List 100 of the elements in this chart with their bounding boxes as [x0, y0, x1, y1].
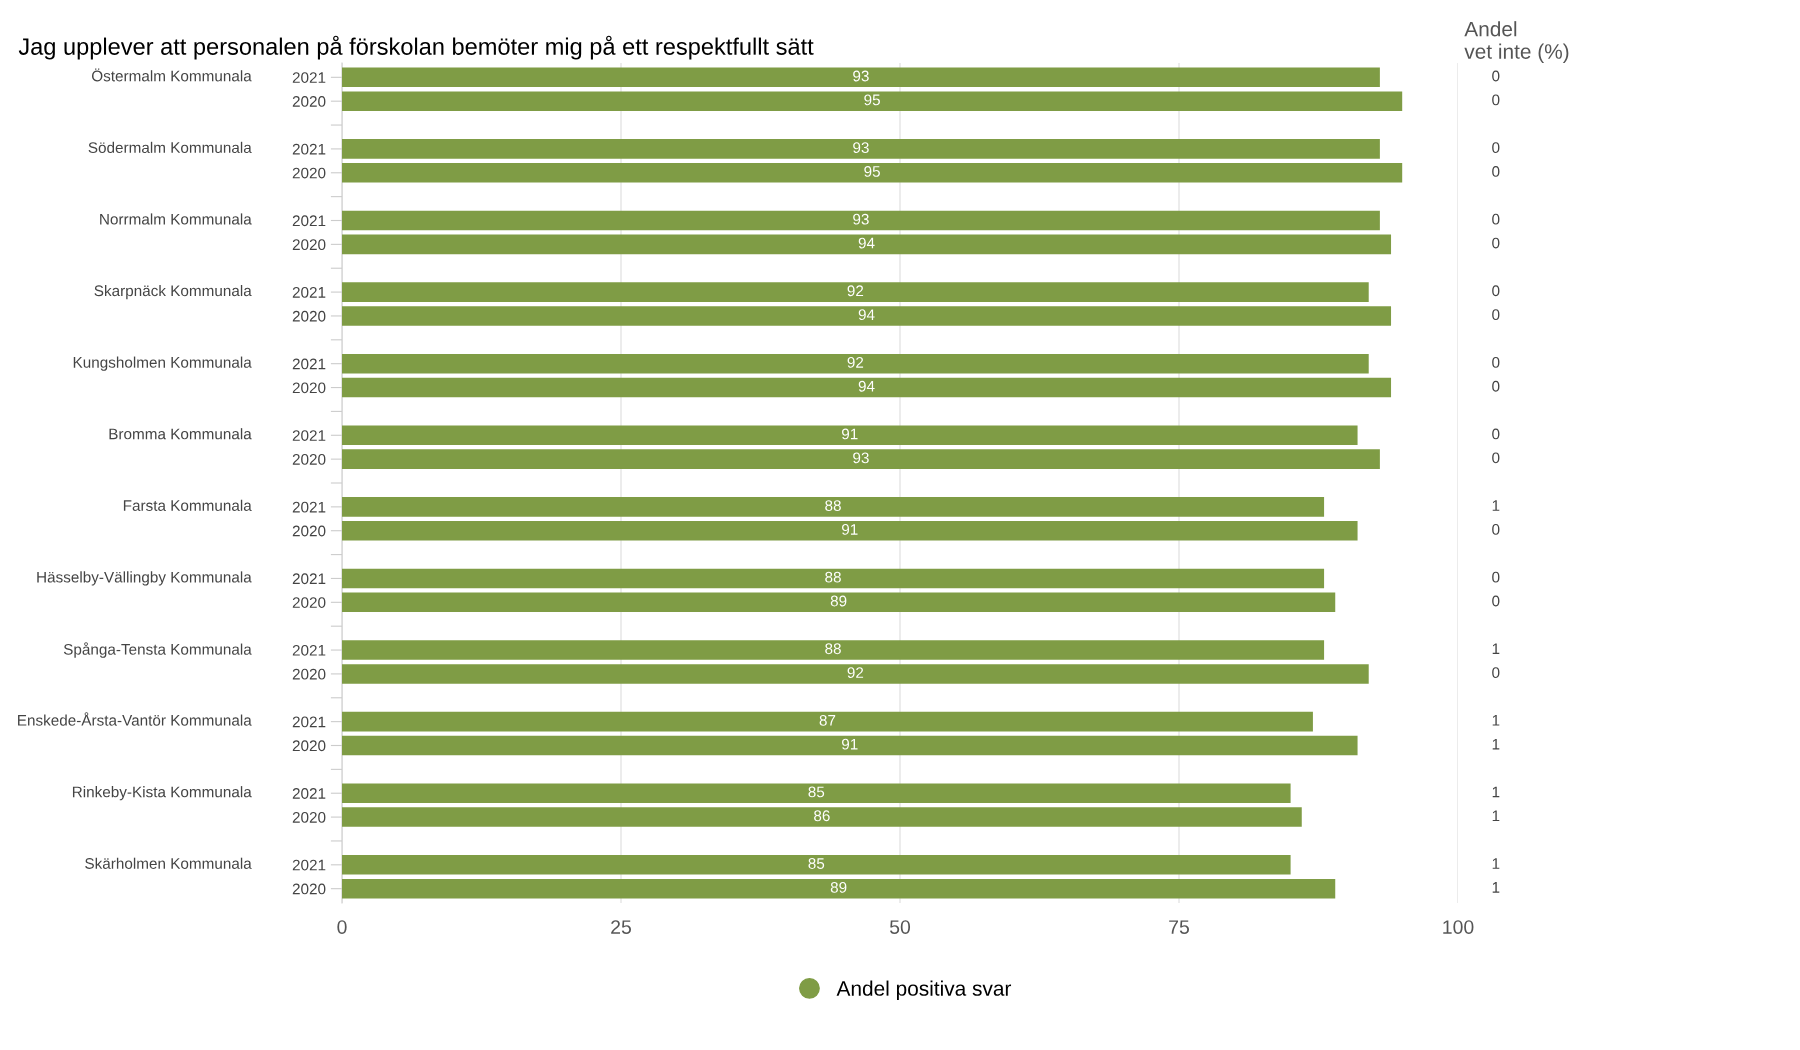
data-label: 92	[847, 285, 864, 297]
data-label: 91	[842, 738, 858, 750]
y-tick-label: 2020	[292, 597, 326, 608]
y-tick-label: 2021	[292, 859, 326, 871]
data-label: 85	[808, 858, 825, 869]
data-label: 89	[830, 881, 847, 893]
text: Södermalm Kommunala	[88, 141, 252, 154]
text: Hässelby-Vällingby Kommunala	[37, 571, 252, 586]
y-tick-label: 2020	[292, 525, 326, 537]
data-label: 0	[1492, 356, 1500, 368]
y-tick-label: 2021	[292, 788, 326, 799]
y-tick-label: 2020	[292, 382, 326, 394]
text: Bromma Kommunala	[109, 428, 252, 440]
y-tick-label: 2020	[292, 239, 326, 251]
bar	[342, 139, 1380, 159]
y-tick-label: 2021	[292, 72, 326, 83]
data-label: 92	[847, 356, 864, 368]
bar	[342, 234, 1392, 255]
bar	[342, 711, 1313, 732]
y-tick-label: 2020	[292, 883, 326, 895]
text: Skarpnäck Kommunala	[94, 284, 252, 300]
data-label: 0	[1492, 237, 1500, 249]
data-label: 0	[1492, 380, 1500, 392]
bar	[342, 449, 1380, 469]
data-label: 87	[819, 714, 836, 726]
bar	[342, 855, 1291, 875]
y-tick-label: 2021	[292, 215, 326, 227]
bar	[342, 377, 1392, 398]
data-label: 1	[1492, 810, 1500, 822]
y-tick-label: 2021	[292, 143, 326, 155]
x-tick-label: 50	[889, 920, 911, 934]
text: Enskede-Årsta-Vantör Kommunala	[18, 712, 252, 726]
data-label: 93	[853, 142, 869, 154]
y-tick-label: 2021	[292, 716, 326, 728]
data-label: 1	[1492, 738, 1500, 750]
y-tick-label: 2020	[292, 454, 326, 465]
x-tick-label: 25	[611, 920, 631, 934]
bar	[342, 735, 1358, 756]
bar	[342, 783, 1291, 804]
bar	[342, 664, 1369, 684]
data-label: 86	[814, 810, 830, 822]
data-label: 1	[1492, 715, 1500, 726]
data-label: 91	[842, 428, 858, 440]
data-label: 91	[842, 524, 858, 535]
data-label: 0	[1492, 667, 1500, 679]
data-label: 92	[847, 667, 864, 679]
legend-label: Andel positiva svar	[836, 980, 1012, 1000]
data-label: 88	[825, 571, 841, 583]
bar	[342, 67, 1380, 88]
y-tick-label: 2020	[292, 811, 326, 823]
bar	[342, 592, 1336, 613]
text: Rinkeby-Kista Kommunala	[72, 786, 252, 801]
data-label: 0	[1492, 94, 1500, 106]
data-label: 1	[1492, 643, 1500, 654]
data-label: 88	[825, 500, 841, 511]
bar	[342, 306, 1392, 326]
data-label: 0	[1492, 452, 1500, 464]
data-label: 88	[825, 643, 841, 655]
data-label: 95	[864, 166, 880, 177]
y-tick-label: 2021	[292, 644, 326, 656]
y-tick-label: 2021	[292, 573, 326, 585]
data-label: 0	[1492, 571, 1500, 583]
x-tick-label: 0	[337, 920, 347, 934]
text: Skärholmen Kommunala	[85, 857, 252, 869]
bar	[342, 520, 1358, 541]
data-label: 93	[853, 213, 869, 225]
bar	[342, 568, 1325, 589]
text: Östermalm Kommunala	[91, 68, 252, 82]
y-tick-label: 2021	[292, 286, 326, 298]
bar	[342, 807, 1302, 827]
data-label: 0	[1492, 142, 1500, 154]
text: Norrmalm Kommunala	[100, 213, 252, 225]
bar	[342, 91, 1403, 111]
text: Kungsholmen Kommunala	[73, 356, 252, 371]
bar	[342, 640, 1325, 660]
bar	[342, 425, 1358, 446]
text: Farsta Kommunala	[123, 499, 252, 511]
text: Andel vet inte (%)	[1464, 21, 1569, 63]
data-label: 0	[1492, 70, 1500, 82]
text: Spånga-Tensta Kommunala	[63, 642, 252, 658]
data-label: 0	[1492, 524, 1500, 535]
data-label: 0	[1492, 166, 1500, 177]
bar	[342, 282, 1369, 302]
data-label: 1	[1492, 882, 1500, 893]
data-label: 95	[864, 94, 880, 106]
data-label: 93	[853, 452, 869, 464]
y-tick-label: 2021	[292, 501, 326, 513]
bar	[342, 878, 1336, 899]
y-tick-label: 2021	[292, 430, 326, 441]
data-label: 0	[1492, 595, 1500, 607]
data-label: 1	[1492, 786, 1500, 798]
data-label: 89	[830, 595, 847, 607]
data-label: 94	[858, 237, 875, 249]
data-label: 0	[1492, 285, 1500, 297]
bar	[342, 497, 1325, 517]
bar	[342, 210, 1380, 231]
bar	[342, 353, 1369, 374]
data-label: 0	[1492, 213, 1500, 225]
data-label: 94	[858, 380, 875, 392]
x-tick-label: 100	[1443, 920, 1474, 934]
